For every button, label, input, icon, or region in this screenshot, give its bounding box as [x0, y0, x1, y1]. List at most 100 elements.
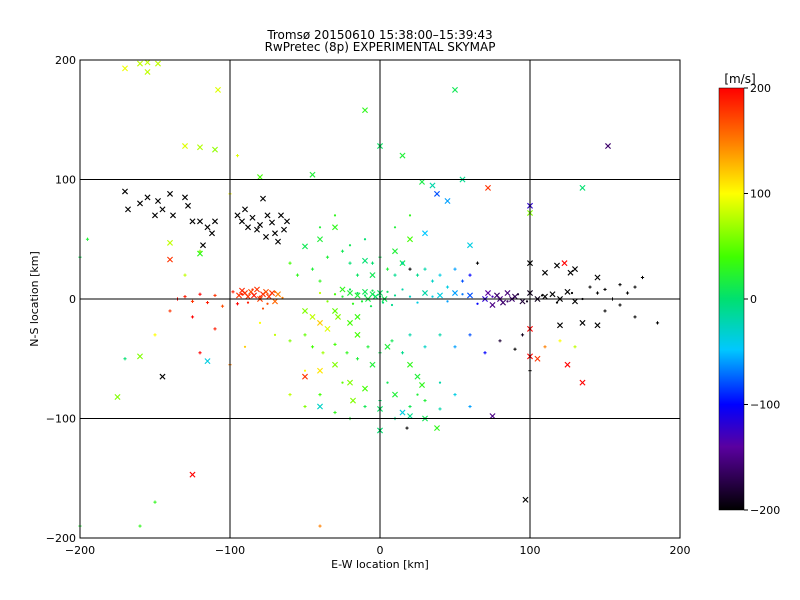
data-point-x [197, 144, 203, 151]
data-point-x [567, 269, 574, 276]
data-point-x [302, 243, 308, 250]
data-point-x [452, 290, 458, 297]
data-point-x [542, 269, 548, 276]
data-point-plus [345, 351, 349, 355]
y-tick-label: 100 [55, 174, 76, 187]
data-point-x [594, 322, 601, 329]
data-point-x [362, 257, 368, 264]
data-point-x [332, 361, 338, 368]
data-point-plus [213, 327, 217, 331]
data-point-x [170, 212, 176, 219]
data-point-plus [153, 333, 157, 337]
data-point-x [254, 286, 260, 293]
data-point-dot [540, 294, 544, 297]
data-point-plus [288, 261, 292, 265]
data-point-x [485, 290, 491, 297]
data-point-x [167, 239, 173, 246]
data-point-dot [438, 381, 442, 384]
data-point-x [572, 298, 578, 305]
data-point-dot [348, 244, 352, 247]
data-point-x [407, 361, 413, 368]
data-point-x [467, 242, 473, 249]
data-point-plus [513, 347, 517, 351]
data-point-plus [190, 315, 195, 319]
data-point-x [125, 206, 131, 213]
data-point-x [407, 236, 413, 243]
data-point-dot [341, 381, 344, 384]
data-point-x [324, 325, 331, 332]
data-point-plus [543, 345, 547, 349]
data-point-x [317, 403, 323, 410]
data-point-plus [468, 333, 472, 337]
data-point-x [399, 409, 406, 416]
data-point-plus [85, 237, 90, 241]
data-point-x [392, 391, 398, 398]
data-point-dot [318, 291, 322, 295]
data-point-x [369, 272, 376, 279]
data-point-x [419, 178, 425, 185]
data-point-dot [243, 345, 247, 348]
data-point-x [245, 224, 251, 231]
data-point-x [137, 353, 143, 360]
data-point-x [335, 313, 341, 320]
data-point-dot [386, 290, 389, 293]
data-point-x [317, 236, 323, 243]
data-point-plus [520, 333, 525, 337]
data-point-plus [618, 303, 622, 307]
data-point-plus [483, 351, 487, 355]
data-point-x [159, 206, 166, 213]
data-point-plus [588, 285, 592, 289]
data-point-dot [390, 303, 394, 307]
data-point-x [467, 292, 473, 299]
data-point-dot [369, 305, 373, 308]
data-point-plus [423, 398, 427, 403]
data-point-plus [475, 261, 480, 265]
points-layer [78, 59, 660, 528]
data-point-x [155, 60, 161, 67]
data-point-plus [390, 339, 394, 343]
data-point-x [407, 413, 413, 420]
colorbar [718, 87, 745, 511]
data-point-dot [318, 226, 322, 229]
data-point-x [347, 379, 353, 386]
data-point-dot [258, 321, 262, 324]
data-point-x [209, 230, 215, 237]
data-point-plus [618, 283, 622, 287]
data-point-x [354, 331, 361, 338]
data-point-plus [123, 357, 127, 361]
data-point-plus [198, 249, 202, 253]
data-point-x [504, 290, 511, 297]
data-point-x [332, 307, 338, 314]
data-point-dot [303, 369, 307, 372]
data-point-x [251, 292, 257, 299]
data-point-plus [333, 342, 337, 347]
data-point-dot [273, 333, 277, 336]
data-point-x [275, 238, 281, 245]
data-point-dot [491, 295, 494, 298]
data-point-plus [303, 404, 307, 409]
data-point-x [215, 86, 221, 93]
data-point-x [332, 224, 338, 231]
y-axis-label: N-S location [km] [28, 251, 41, 347]
data-point-x [339, 286, 346, 293]
y-tick-label: −200 [46, 532, 76, 545]
data-point-plus [453, 345, 457, 349]
data-point-x [434, 190, 440, 197]
data-point-dot [506, 300, 509, 303]
data-point-dot [273, 290, 277, 293]
data-point-plus [408, 333, 412, 337]
data-point-dot [431, 295, 434, 298]
x-tick-label: 200 [670, 544, 691, 557]
y-tick-label: 0 [69, 293, 76, 306]
data-point-x [519, 298, 526, 305]
data-point-plus [633, 285, 637, 289]
colorbar-tick-label: 100 [750, 188, 771, 201]
data-point-plus [415, 273, 420, 277]
data-point-x [281, 226, 287, 233]
data-point-dot [401, 288, 404, 291]
data-point-dot [516, 293, 520, 296]
data-point-x [189, 471, 196, 478]
grid-layer [80, 60, 680, 538]
data-point-x [137, 200, 143, 207]
